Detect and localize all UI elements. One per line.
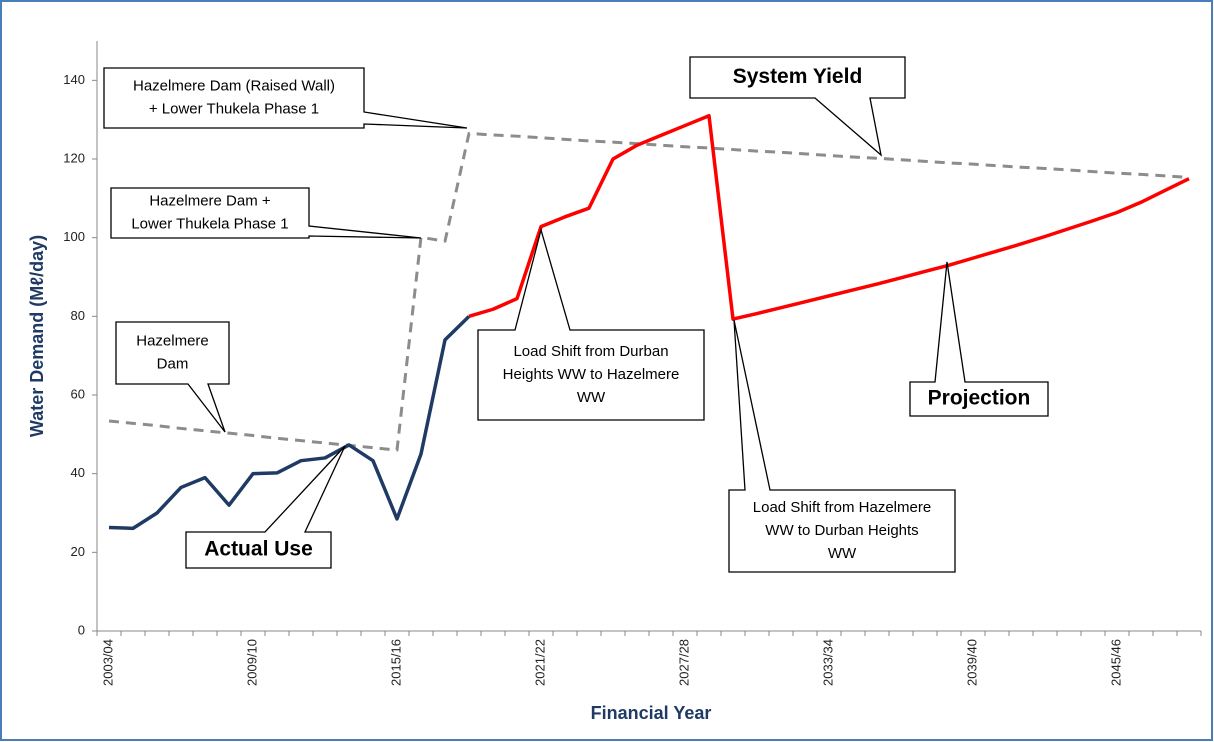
x-tick-label: 2009/10: [244, 639, 259, 686]
annotation: Projection: [928, 387, 1031, 410]
callout: [909, 261, 1049, 417]
annotation: WW: [828, 545, 857, 562]
annotation: Heights WW to Hazelmere: [503, 366, 680, 383]
callout: [185, 445, 346, 569]
series-line: [108, 315, 471, 531]
y-tick-label: 20: [71, 544, 85, 559]
x-tick-label: 2039/40: [964, 639, 979, 686]
x-axis-title: Financial Year: [591, 703, 712, 723]
x-tick-label: 2003/04: [100, 639, 115, 686]
annotation: Hazelmere Dam +: [149, 192, 271, 209]
y-axis-title: Water Demand (Mℓ/day): [27, 235, 47, 437]
annotation: Dam: [157, 355, 189, 372]
y-tick-label: 40: [71, 465, 85, 480]
callout: [115, 321, 230, 433]
annotation: WW to Durban Heights: [765, 522, 918, 539]
callout: [689, 56, 906, 157]
callout: [103, 67, 468, 129]
series-line: [108, 131, 1190, 452]
y-tick-label: 80: [71, 308, 85, 323]
x-tick-label: 2033/34: [820, 639, 835, 686]
annotation: Hazelmere: [136, 332, 209, 349]
y-tick-label: 0: [78, 622, 85, 637]
callout: [110, 187, 422, 239]
x-tick-label: 2027/28: [676, 639, 691, 686]
series-line: [468, 113, 1190, 321]
y-tick-label: 100: [63, 229, 85, 244]
x-tick-label: 2015/16: [388, 639, 403, 686]
annotation: WW: [577, 389, 606, 406]
y-tick-label: 120: [63, 150, 85, 165]
annotation: Load Shift from Durban: [513, 343, 668, 360]
x-tick-label: 2021/22: [532, 639, 547, 686]
callout: [728, 319, 956, 573]
y-tick-label: 60: [71, 386, 85, 401]
annotation: Hazelmere Dam (Raised Wall): [133, 77, 335, 94]
annotation: + Lower Thukela Phase 1: [149, 100, 319, 117]
annotation: System Yield: [733, 65, 863, 88]
callout: [477, 227, 705, 421]
annotation: Load Shift from Hazelmere: [753, 499, 931, 516]
y-tick-label: 140: [63, 72, 85, 87]
x-tick-label: 2045/46: [1108, 639, 1123, 686]
annotation: Lower Thukela Phase 1: [131, 215, 288, 232]
annotation: Actual Use: [204, 538, 313, 561]
